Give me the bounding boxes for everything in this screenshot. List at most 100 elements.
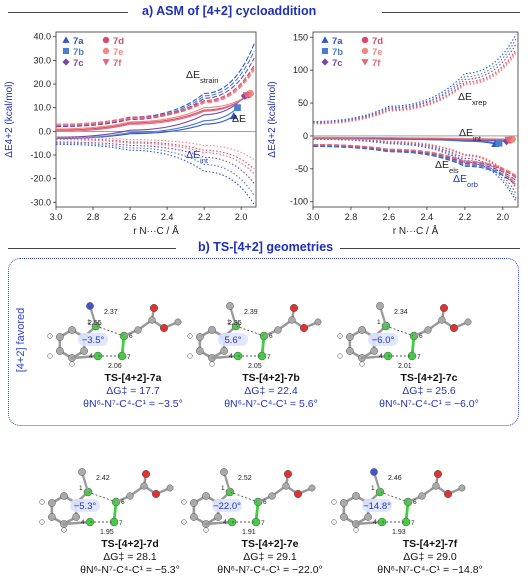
endpoint-7f — [242, 92, 251, 100]
bond — [354, 520, 384, 526]
xrep-curve-7d — [312, 48, 517, 124]
angle-value: 5.6° — [224, 335, 241, 346]
legend-label-7a: 7a — [332, 36, 343, 47]
legend-marker-7a — [62, 36, 70, 43]
x-tick-label: 2.2 — [198, 212, 211, 222]
ts-name: TS-[4+2]-7c — [400, 372, 458, 384]
total-curve-7b — [55, 107, 238, 139]
carbon-atom — [60, 492, 68, 500]
ts-theta: θN⁶-N⁷-C⁴-C¹ = −14.8° — [377, 564, 483, 576]
hydrogen-atom — [353, 527, 359, 533]
atom-number: 4 — [223, 519, 227, 526]
oxygen-atom — [293, 489, 303, 499]
orb-curve-7e — [312, 138, 517, 186]
section-a-title: a) ASM of [4+2] cycloaddition — [142, 4, 317, 18]
favored-label: [4+2] favored — [15, 308, 27, 373]
asm-chart-right: 3.0 2.8 2.6 2.4 2.2 2.0 150 100 50 0 -50 -100 r N···… — [267, 31, 519, 237]
strain-curve-7a — [55, 43, 255, 126]
y-tick-label: -20.0 — [30, 174, 51, 184]
carbon-atom — [268, 492, 276, 500]
x-tick-label: 2.0 — [235, 212, 248, 222]
ts-dg: ΔG‡ = 22.4 — [244, 385, 298, 397]
ts-dg: ΔG‡ = 25.6 — [402, 385, 456, 397]
int-curve-7f — [55, 139, 255, 175]
atom-number: 1 — [221, 485, 225, 492]
x-axis-label: r N···C / Å — [393, 224, 439, 237]
atom-number: 6 — [129, 333, 133, 340]
y-tick-label: -100 — [290, 197, 308, 207]
oxygen-atom — [299, 323, 309, 333]
carbon-atom — [72, 513, 80, 521]
hydrogen-atom — [69, 361, 75, 367]
atom-number: 6 — [413, 499, 417, 506]
carbon-atom — [174, 318, 182, 326]
carbon-atom — [438, 316, 446, 324]
y-axis-label: ΔE4+2 (kcal/mol) — [4, 81, 15, 157]
legend-label-7c: 7c — [332, 58, 343, 69]
strain-curve-7d — [55, 64, 255, 125]
x-tick-label: 3.0 — [307, 212, 320, 222]
angle-pill — [212, 499, 242, 512]
legend-label-7b: 7b — [73, 47, 84, 58]
hydrogen-atom — [359, 361, 365, 367]
y-tick-label: 40.0 — [33, 32, 51, 42]
orb-curve-7f — [312, 138, 517, 188]
atom-number: 1 — [87, 319, 91, 326]
substituent-atom — [78, 468, 86, 476]
oxygen-atom — [283, 469, 293, 479]
legend-label-7b: 7b — [332, 47, 343, 58]
int-curve-7e — [55, 136, 255, 161]
forming-bond — [385, 325, 415, 337]
forming-bond — [379, 491, 409, 503]
legend-marker-7e — [102, 47, 110, 55]
ts-name: TS-[4+2]-7b — [242, 372, 300, 384]
ts-theta: θN⁶-N⁷-C⁴-C¹ = −22.0° — [217, 564, 323, 576]
carbon-atom — [56, 333, 64, 341]
total-curve-7f — [55, 94, 248, 132]
y-tick-label: 100 — [293, 65, 308, 75]
favored-box — [8, 258, 519, 426]
substituent-atom — [376, 302, 384, 310]
els-curve-7a — [312, 145, 517, 186]
atom-number: 1 — [377, 319, 381, 326]
atom-number: 4 — [229, 353, 233, 360]
y-tick-label: -10.0 — [30, 150, 51, 160]
endpoint-7b — [495, 139, 503, 147]
distance-label: 1.95 — [100, 529, 114, 536]
distance-label: 2.39 — [244, 309, 258, 316]
angle-value: −6.0° — [372, 335, 395, 346]
xrep-curve-7f — [312, 50, 517, 124]
bond — [360, 354, 390, 360]
els-curve-7b — [312, 145, 517, 184]
int-curve-7c — [55, 141, 255, 184]
distance-label: 1.91 — [242, 529, 256, 536]
substituent-atom — [86, 302, 94, 310]
distance-label: 1.93 — [392, 529, 406, 536]
ts-theta: θN⁶-N⁷-C⁴-C¹ = −6.0° — [379, 398, 479, 410]
ts-name: TS-[4+2]-7f — [402, 538, 458, 550]
ts-caption-7d: TS-[4+2]-7d ΔG‡ = 28.1 θN⁶-N⁷-C⁴-C¹ = −5… — [50, 538, 210, 577]
x-tick-label: 2.8 — [345, 212, 358, 222]
orb-curve-7b — [312, 138, 517, 199]
carbon-atom — [370, 347, 378, 355]
annotation-total: ΔE — [232, 113, 246, 125]
section-b-rule-right — [340, 248, 520, 249]
endpoint-7a — [229, 111, 238, 120]
angle-pill — [70, 499, 100, 512]
ts-dg: ΔG‡ = 28.1 — [103, 551, 157, 563]
oxygen-atom — [151, 489, 161, 499]
hydrogen-atom — [337, 333, 343, 339]
hydrogen-atom — [203, 527, 209, 533]
ts-name: TS-[4+2]-7d — [101, 538, 159, 550]
oxygen-atom — [159, 323, 169, 333]
oxygen-atom — [433, 469, 443, 479]
hydrogen-atom — [209, 361, 215, 367]
legend-marker-7d — [361, 36, 369, 44]
annotation-orb: ΔEorb — [453, 173, 478, 189]
carbon-atom — [346, 333, 354, 341]
els-curve-7f — [312, 143, 517, 178]
x-tick-label: 2.4 — [421, 212, 434, 222]
legend-label-7a: 7a — [73, 36, 84, 47]
substituent-atom — [220, 468, 228, 476]
xrep-curve-7c — [312, 43, 517, 124]
